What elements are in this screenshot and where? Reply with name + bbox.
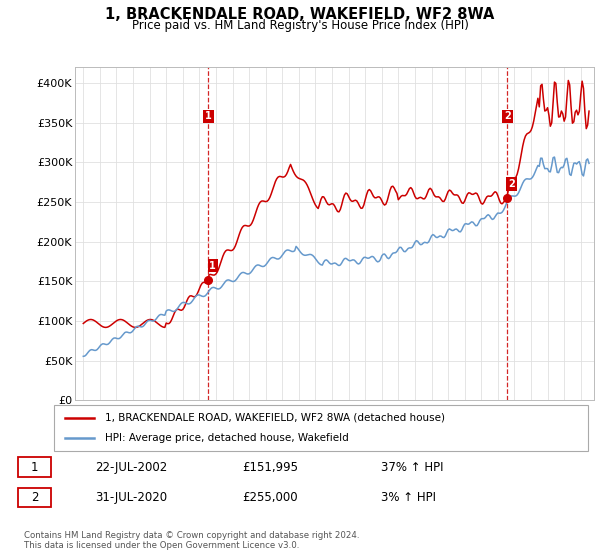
Text: HPI: Average price, detached house, Wakefield: HPI: Average price, detached house, Wake… — [105, 433, 349, 443]
Text: 1, BRACKENDALE ROAD, WAKEFIELD, WF2 8WA (detached house): 1, BRACKENDALE ROAD, WAKEFIELD, WF2 8WA … — [105, 413, 445, 423]
Text: Price paid vs. HM Land Registry's House Price Index (HPI): Price paid vs. HM Land Registry's House … — [131, 19, 469, 32]
Text: 22-JUL-2002: 22-JUL-2002 — [95, 461, 168, 474]
Text: 3% ↑ HPI: 3% ↑ HPI — [380, 491, 436, 504]
Text: £151,995: £151,995 — [242, 461, 298, 474]
FancyBboxPatch shape — [54, 405, 588, 451]
Text: 2: 2 — [31, 491, 38, 504]
Text: 31-JUL-2020: 31-JUL-2020 — [95, 491, 167, 504]
Text: Contains HM Land Registry data © Crown copyright and database right 2024.
This d: Contains HM Land Registry data © Crown c… — [24, 531, 359, 550]
Text: 1, BRACKENDALE ROAD, WAKEFIELD, WF2 8WA: 1, BRACKENDALE ROAD, WAKEFIELD, WF2 8WA — [106, 7, 494, 22]
FancyBboxPatch shape — [18, 458, 51, 477]
Text: 37% ↑ HPI: 37% ↑ HPI — [380, 461, 443, 474]
Text: 2: 2 — [504, 111, 511, 122]
Text: £255,000: £255,000 — [242, 491, 298, 504]
Text: 1: 1 — [209, 260, 216, 270]
Text: 1: 1 — [205, 111, 212, 122]
Text: 2: 2 — [508, 179, 515, 189]
Text: 1: 1 — [31, 461, 38, 474]
FancyBboxPatch shape — [18, 488, 51, 507]
